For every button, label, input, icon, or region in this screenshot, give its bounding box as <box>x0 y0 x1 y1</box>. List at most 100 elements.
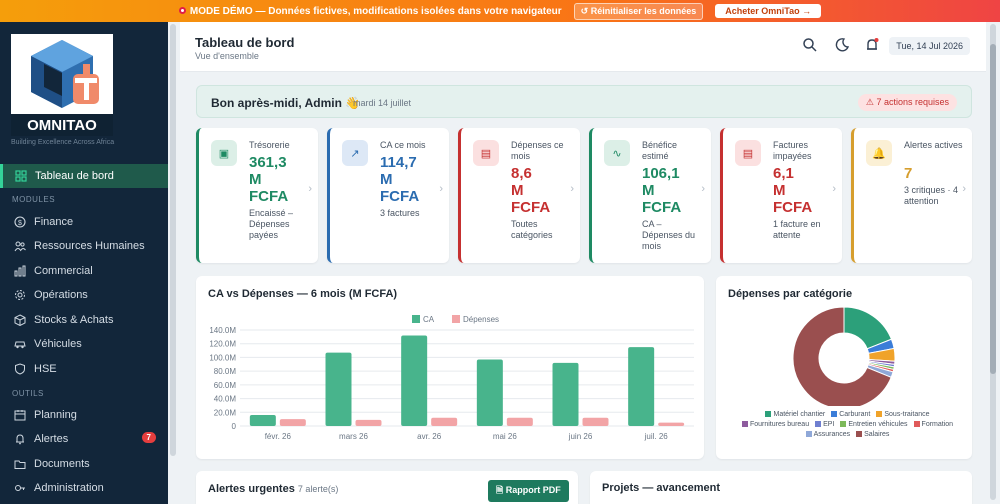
kpi-value-line: 8,6 <box>511 165 532 182</box>
dark-mode-icon[interactable] <box>834 37 850 53</box>
sidebar-item-finance[interactable]: $ Finance <box>0 211 168 233</box>
pie-legend-item[interactable]: Assurances <box>805 430 851 440</box>
sidebar-item-rh[interactable]: Ressources Humaines <box>0 235 168 257</box>
kpi-value-line: FCFA <box>642 199 682 216</box>
car-icon <box>14 338 26 350</box>
bar-ca[interactable] <box>552 362 579 426</box>
alertes-urgentes-label: Alertes urgentes <box>208 483 295 495</box>
legend-label: Assurances <box>813 431 851 438</box>
chevron-right-icon: › <box>308 183 312 195</box>
legend-label: Formation <box>921 421 954 428</box>
bar-ca[interactable] <box>325 352 352 426</box>
folder-icon <box>14 458 26 470</box>
pie-legend-item[interactable]: EPI <box>815 420 834 430</box>
pie-slice[interactable] <box>792 306 892 406</box>
search-icon[interactable] <box>802 37 818 53</box>
bar-ca[interactable] <box>628 347 655 426</box>
kpi-card[interactable]: ▣ Trésorerie 361,3 M FCFA Encaissé – Dépenses… <box>196 128 318 263</box>
gear-icon <box>14 289 26 301</box>
sidebar-item-alertes[interactable]: Alertes 7 <box>0 428 168 450</box>
users-icon <box>14 240 26 252</box>
legend-swatch <box>765 411 772 418</box>
kpi-card[interactable]: 🔔 Alertes actives 7 3 critiques · 4 attenti… <box>851 128 972 263</box>
sidebar-item-planning[interactable]: Planning <box>0 404 168 426</box>
sidebar-scrollbar[interactable] <box>170 24 176 456</box>
shield-icon <box>14 363 26 375</box>
bar-depenses[interactable] <box>658 422 685 426</box>
main-scrollbar-thumb[interactable] <box>990 44 996 374</box>
kpi-value-line: FCFA <box>249 188 289 205</box>
omnitao-logo[interactable]: OMNITAO <box>11 34 113 136</box>
bar-depenses[interactable] <box>279 419 306 426</box>
current-date: Tue, 14 Jul 2026 <box>889 37 970 55</box>
kpi-card[interactable]: ▤ Factures impayées 6,1 M FCFA 1 facture en a… <box>720 128 842 263</box>
kpi-value-line: 114,7 <box>380 154 417 171</box>
top-header: Tableau de bord Vue d'ensemble Tue, 14 J… <box>180 22 986 72</box>
sidebar-item-label: Tableau de bord <box>35 170 114 182</box>
bar-depenses[interactable] <box>431 417 458 426</box>
pie-legend-item[interactable]: Entretien véhicules <box>840 420 908 430</box>
legend-label[interactable]: Dépenses <box>463 315 499 324</box>
legend-swatch[interactable] <box>452 315 460 323</box>
bar-ca[interactable] <box>476 359 503 426</box>
sidebar-item-vehicules[interactable]: Véhicules <box>0 333 168 355</box>
sidebar-item-documents[interactable]: Documents <box>0 453 168 475</box>
y-tick-label: 140.0M <box>209 326 236 335</box>
x-tick-label: févr. 26 <box>265 432 292 441</box>
greeting-text: Bon après-midi, Admin 👋 <box>211 96 361 110</box>
dashboard-icon <box>15 170 27 182</box>
kpi-value-line: FCFA <box>773 199 813 216</box>
kpi-subtext: Encaissé – Dépenses payées <box>249 208 294 240</box>
kpi-value-line: M <box>511 182 524 199</box>
pie-legend-item[interactable]: Formation <box>913 420 954 430</box>
actions-required-badge[interactable]: ⚠ 7 actions requises <box>857 94 957 111</box>
notification-bell-icon[interactable] <box>864 37 880 53</box>
kpi-card[interactable]: ↗ CA ce mois 114,7 M FCFA 3 factures › <box>327 128 449 263</box>
bar-depenses[interactable] <box>355 419 382 426</box>
sidebar-item-stocks[interactable]: Stocks & Achats <box>0 309 168 331</box>
kpi-card[interactable]: ▤ Dépenses ce mois 8,6 M FCFA Toutes catégori… <box>458 128 580 263</box>
bell-icon: 🔔 <box>866 140 892 166</box>
demo-banner-text: MODE DÉMO — Données fictives, modificati… <box>178 6 562 17</box>
page-subtitle: Vue d'ensemble <box>195 51 259 61</box>
legend-swatch[interactable] <box>412 315 420 323</box>
kpi-value-line: M <box>249 171 262 188</box>
pie-legend-item[interactable]: Matériel chantier <box>765 410 825 420</box>
wallet-icon: ▣ <box>211 140 237 166</box>
pie-legend: Matériel chantier Carburant Sous-traitance… <box>735 410 960 440</box>
calendar-icon <box>14 409 26 421</box>
sidebar-item-label: Finance <box>34 216 74 228</box>
bar-ca[interactable] <box>401 335 428 426</box>
greeting-date: mardi 14 juillet <box>353 98 412 108</box>
alertes-count-badge: 7 <box>141 432 156 443</box>
legend-label[interactable]: CA <box>423 315 435 324</box>
reset-data-button[interactable]: ↺ Réinitialiser les données <box>573 2 704 20</box>
main-scrollbar[interactable] <box>990 24 996 500</box>
receipt-icon: ▤ <box>473 140 499 166</box>
buy-omnitao-button[interactable]: Acheter OmniTao → <box>715 4 822 18</box>
pie-legend-item[interactable]: Carburant <box>831 410 870 420</box>
chevron-right-icon: › <box>570 183 574 195</box>
bar-ca[interactable] <box>249 415 276 426</box>
sidebar-section-outils: OUTILS <box>12 389 44 398</box>
sidebar-item-dashboard[interactable]: Tableau de bord <box>0 164 168 188</box>
sidebar-item-commercial[interactable]: Commercial <box>0 260 168 282</box>
pie-legend-item[interactable]: Fournitures bureau <box>741 420 809 430</box>
sidebar-item-label: Administration <box>34 482 104 494</box>
bar-depenses[interactable] <box>582 417 609 426</box>
rapport-pdf-button[interactable]: 🗎 Rapport PDF <box>488 480 569 502</box>
sidebar-item-hse[interactable]: HSE <box>0 358 168 380</box>
y-tick-label: 40.0M <box>214 395 237 404</box>
kpi-value: 6,1 M FCFA <box>773 165 843 216</box>
pie-legend-item[interactable]: Sous-traitance <box>876 410 930 420</box>
kpi-label: Trésorerie <box>249 140 290 150</box>
legend-swatch <box>805 431 812 438</box>
pie-legend-item[interactable]: Salaires <box>856 430 889 440</box>
invoice-icon: ▤ <box>735 140 761 166</box>
sidebar-item-administration[interactable]: Administration <box>0 477 168 499</box>
kpi-card[interactable]: ∿ Bénéfice estimé 106,1 M FCFA CA – Dépenses … <box>589 128 711 263</box>
sidebar-item-operations[interactable]: Opérations <box>0 284 168 306</box>
chevron-right-icon: › <box>701 183 705 195</box>
bar-depenses[interactable] <box>506 417 533 426</box>
projets-panel: Projets — avancement <box>590 471 972 504</box>
